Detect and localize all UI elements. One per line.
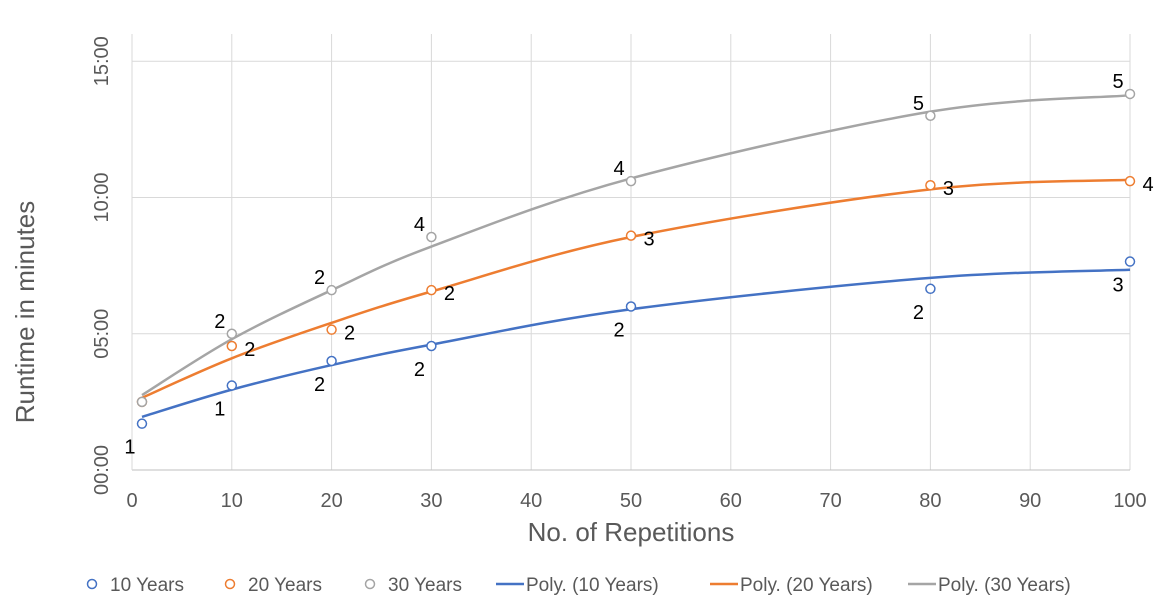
axis-layer: 0 10 20 30 40 50 60 70 80 90 100 00:00 05:00 10:00 15:… bbox=[91, 34, 1147, 512]
data-label: 5 bbox=[1112, 71, 1123, 93]
data-point bbox=[136, 418, 148, 429]
data-label: 4 bbox=[414, 214, 425, 236]
trendline bbox=[141, 178, 1131, 399]
data-label: 3 bbox=[943, 178, 954, 200]
x-tick-label: 50 bbox=[620, 490, 642, 512]
point-layer bbox=[136, 88, 1136, 429]
trendline bbox=[141, 94, 1131, 397]
data-point bbox=[1124, 88, 1136, 100]
x-tick-label: 10 bbox=[221, 490, 243, 512]
legend: 10 Years 20 Years 30 Years Poly. (10 Years)… bbox=[86, 575, 1071, 596]
data-point bbox=[426, 284, 437, 296]
x-tick-label: 60 bbox=[720, 490, 742, 512]
data-label: 3 bbox=[1112, 275, 1123, 297]
data-point bbox=[625, 230, 637, 241]
legend-label: Poly. (10 Years) bbox=[526, 575, 659, 596]
x-tick-label: 40 bbox=[520, 490, 542, 512]
x-tick-label: 90 bbox=[1019, 490, 1041, 512]
data-point bbox=[426, 231, 437, 243]
data-label: 2 bbox=[414, 359, 425, 381]
y-tick-label: 15:00 bbox=[91, 36, 113, 86]
data-label: 4 bbox=[1142, 174, 1153, 196]
data-label: 2 bbox=[344, 323, 355, 345]
legend-label: Poly. (30 Years) bbox=[938, 575, 1071, 596]
legend-label: 10 Years bbox=[110, 575, 184, 596]
x-tick-label: 80 bbox=[919, 490, 941, 512]
y-tick-label: 10:00 bbox=[91, 172, 113, 222]
y-tick-label: 00:00 bbox=[91, 445, 113, 495]
data-point bbox=[625, 301, 637, 312]
data-label: 1 bbox=[124, 437, 135, 459]
legend-marker bbox=[364, 578, 376, 590]
x-tick-label: 100 bbox=[1113, 490, 1146, 512]
data-label: 3 bbox=[643, 229, 654, 251]
data-label: 2 bbox=[244, 339, 255, 361]
data-label: 1 bbox=[214, 399, 225, 421]
y-tick-label: 05:00 bbox=[91, 309, 113, 359]
legend-marker bbox=[86, 578, 98, 590]
data-label: 2 bbox=[314, 267, 325, 289]
data-point bbox=[226, 328, 238, 339]
data-point bbox=[136, 396, 148, 408]
trendline-layer bbox=[141, 94, 1131, 419]
data-label: 2 bbox=[613, 320, 624, 342]
x-axis-title: No. of Repetitions bbox=[528, 517, 735, 547]
y-axis-title: Runtime in minutes bbox=[10, 201, 40, 424]
data-point bbox=[925, 110, 936, 121]
data-point bbox=[326, 324, 337, 335]
data-label: 2 bbox=[214, 311, 225, 333]
data-label: 2 bbox=[444, 283, 455, 305]
data-label: 2 bbox=[314, 374, 325, 396]
data-point bbox=[625, 175, 637, 187]
data-label: 2 bbox=[913, 302, 924, 324]
legend-label: Poly. (20 Years) bbox=[740, 575, 873, 596]
data-label: 4 bbox=[613, 158, 624, 180]
x-tick-label: 30 bbox=[420, 490, 442, 512]
legend-label: 30 Years bbox=[388, 575, 462, 596]
legend-label: 20 Years bbox=[248, 575, 322, 596]
data-point bbox=[326, 284, 337, 296]
data-point bbox=[925, 179, 936, 191]
legend-marker bbox=[224, 578, 236, 590]
data-point bbox=[1124, 256, 1136, 267]
x-tick-label: 20 bbox=[320, 490, 342, 512]
data-point bbox=[226, 340, 238, 352]
grid-layer bbox=[131, 34, 1131, 471]
trendline bbox=[141, 268, 1131, 419]
data-point bbox=[925, 283, 936, 295]
data-point bbox=[326, 355, 337, 367]
data-point bbox=[1124, 175, 1136, 187]
data-label: 5 bbox=[913, 93, 924, 115]
data-point bbox=[426, 340, 437, 352]
data-point bbox=[226, 380, 238, 391]
x-tick-label: 70 bbox=[819, 490, 841, 512]
x-tick-label: 0 bbox=[126, 490, 137, 512]
